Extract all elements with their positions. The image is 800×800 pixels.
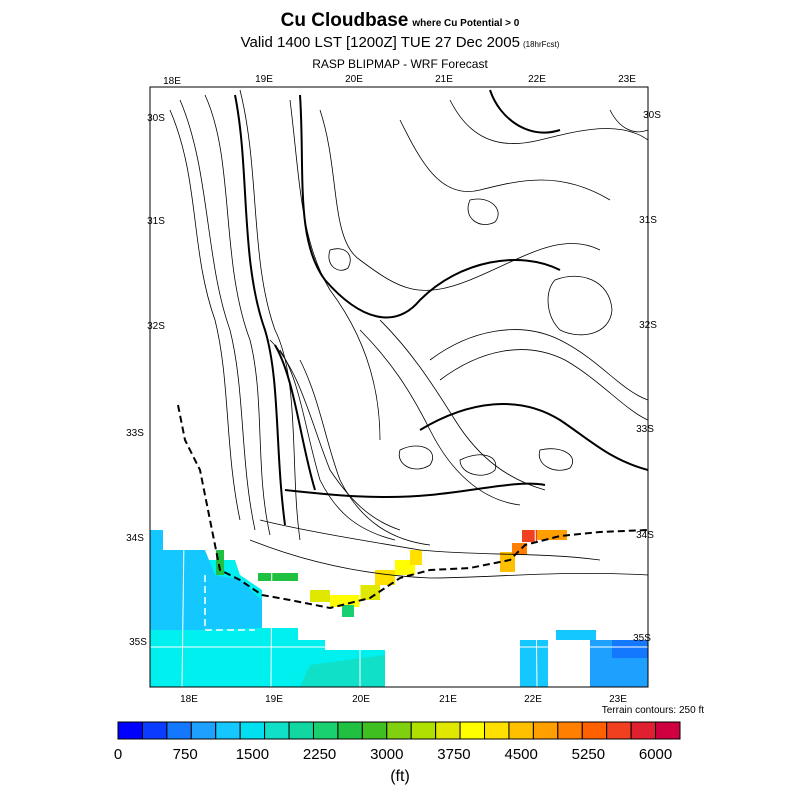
- colorbar-cell: [508, 721, 534, 740]
- colorbar-tick-label: 1500: [236, 746, 269, 763]
- colorbar-tick-label: 5250: [572, 746, 605, 763]
- colorbar-cell: [459, 721, 486, 740]
- colorbar-cell: [386, 721, 412, 740]
- title-suffix: where Cu Potential > 0: [412, 18, 520, 29]
- cell: [410, 550, 422, 565]
- subtitle: RASP BLIPMAP - WRF Forecast: [312, 57, 488, 71]
- bottom-lon-label: 23E: [609, 694, 627, 705]
- bottom-lon-label: 20E: [352, 694, 370, 705]
- left-lat-label: 34S: [126, 533, 144, 544]
- cell: [500, 552, 515, 572]
- forecast-hour: (18hrFcst): [522, 40, 560, 49]
- colorbar-cell: [484, 721, 510, 740]
- colorbar-cell: [190, 721, 217, 740]
- colorbar-cell: [581, 721, 608, 740]
- bottom-lon-label: 18E: [180, 694, 198, 705]
- colorbar-cell: [288, 721, 314, 740]
- bottom-lon-label: 19E: [265, 694, 283, 705]
- cell: [310, 590, 330, 602]
- terrain-note: Terrain contours: 250 ft: [601, 705, 704, 716]
- right-lat-label: 32S: [639, 320, 657, 331]
- right-lat-label: 30S: [643, 110, 661, 121]
- right-lat-label: 35S: [633, 633, 651, 644]
- bottom-lon-label: 22E: [524, 694, 542, 705]
- cell: [522, 530, 537, 542]
- colorbar-tick-label: 6000: [639, 746, 672, 763]
- cell: [258, 573, 298, 581]
- bottom-lon-label: 21E: [439, 694, 457, 705]
- colorbar-tick-label: 0: [114, 746, 122, 763]
- cell: [612, 640, 648, 658]
- map-frame: [149, 86, 649, 688]
- right-lat-label: 33S: [636, 424, 654, 435]
- colorbar-cell: [557, 721, 583, 740]
- top-lon-label: 20E: [345, 74, 363, 85]
- left-lat-label: 35S: [129, 637, 147, 648]
- top-lon-label: 23E: [618, 74, 636, 85]
- top-lon-label: 22E: [528, 74, 546, 85]
- colorbar-unit: (ft): [390, 768, 410, 785]
- cloudbase-fill-west-blue: [150, 530, 262, 630]
- colorbar-cell: [215, 721, 241, 740]
- colorbar-cells: [117, 721, 681, 740]
- left-lat-label: 33S: [126, 428, 144, 439]
- colorbar-cell: [361, 721, 388, 740]
- top-lon-label: 18E: [163, 76, 181, 87]
- cell: [556, 630, 596, 640]
- right-lat-label: 31S: [639, 215, 657, 226]
- colorbar-cell: [239, 721, 266, 740]
- colorbar-tick-label: 750: [173, 746, 198, 763]
- left-lat-label: 31S: [147, 216, 165, 227]
- province-border: [204, 575, 255, 631]
- left-lat-label: 32S: [147, 321, 165, 332]
- colorbar-tick-label: 2250: [303, 746, 336, 763]
- colorbar-cell: [630, 721, 657, 740]
- valid-time: Valid 1400 LST [1200Z] TUE 27 Dec 2005 (1…: [0, 34, 800, 51]
- colorbar-cell: [264, 721, 290, 740]
- major-contours: [234, 89, 648, 526]
- cloudbase-fill-south-green: [300, 655, 385, 687]
- colorbar-cell: [337, 721, 363, 740]
- cell: [360, 585, 380, 600]
- colorbar-ticks: 0 750 1500 2250 3000 3750 4500 5250 6000: [114, 746, 672, 763]
- terrain-contours: [169, 89, 648, 579]
- left-lat-label: 30S: [147, 113, 165, 124]
- top-lon-label: 19E: [255, 74, 273, 85]
- coastline: [177, 404, 648, 610]
- colorbar-cell: [435, 721, 461, 740]
- cell: [342, 605, 354, 617]
- colorbar-tick-label: 3000: [370, 746, 403, 763]
- valid-text: Valid 1400 LST [1200Z] TUE 27 Dec 2005: [240, 34, 520, 51]
- colorbar-cell: [166, 721, 192, 740]
- colorbar-cell: [606, 721, 632, 740]
- colorbar-cell: [532, 721, 559, 740]
- title-main: Cu Cloudbase: [280, 10, 409, 31]
- colored-cloudbase-cells: [150, 530, 648, 687]
- right-lat-label: 34S: [636, 530, 654, 541]
- cell: [216, 550, 224, 575]
- colorbar-cell: [117, 721, 143, 740]
- top-lon-label: 21E: [435, 74, 453, 85]
- colorbar-cell: [410, 721, 437, 740]
- colorbar-cell: [655, 721, 681, 740]
- cell: [520, 640, 548, 687]
- cell: [537, 530, 567, 540]
- colorbar-cell: [312, 721, 339, 740]
- colorbar-tick-label: 4500: [504, 746, 537, 763]
- cell: [330, 595, 360, 607]
- graticule: [150, 87, 648, 687]
- map-title: Cu Cloudbase where Cu Potential > 0: [0, 10, 800, 32]
- colorbar-cell: [141, 721, 168, 740]
- colorbar-tick-label: 3750: [437, 746, 470, 763]
